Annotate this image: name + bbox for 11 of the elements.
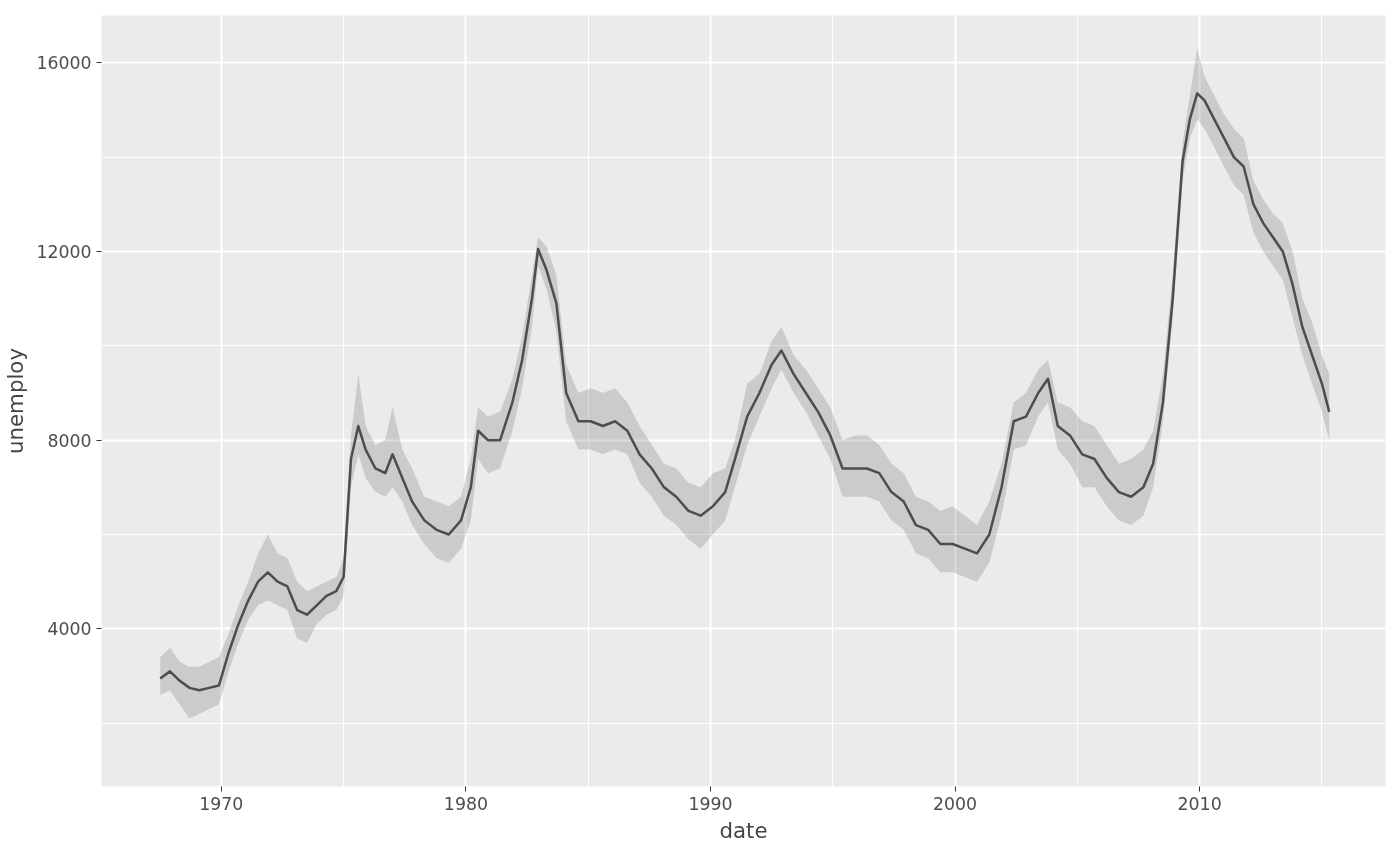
x-tick-label: 1980	[443, 793, 488, 814]
y-tick-label: 12000	[36, 241, 92, 262]
x-tick-label: 1970	[199, 793, 244, 814]
y-tick-label: 4000	[47, 619, 92, 640]
y-tick-label: 8000	[47, 430, 92, 451]
x-tick-label: 2000	[933, 793, 978, 814]
y-axis-title: unemploy	[3, 347, 29, 455]
y-tick-label: 16000	[36, 53, 92, 74]
x-tick-label: 1990	[688, 793, 733, 814]
x-axis-title: date	[719, 817, 768, 843]
x-tick-label: 2010	[1177, 793, 1222, 814]
